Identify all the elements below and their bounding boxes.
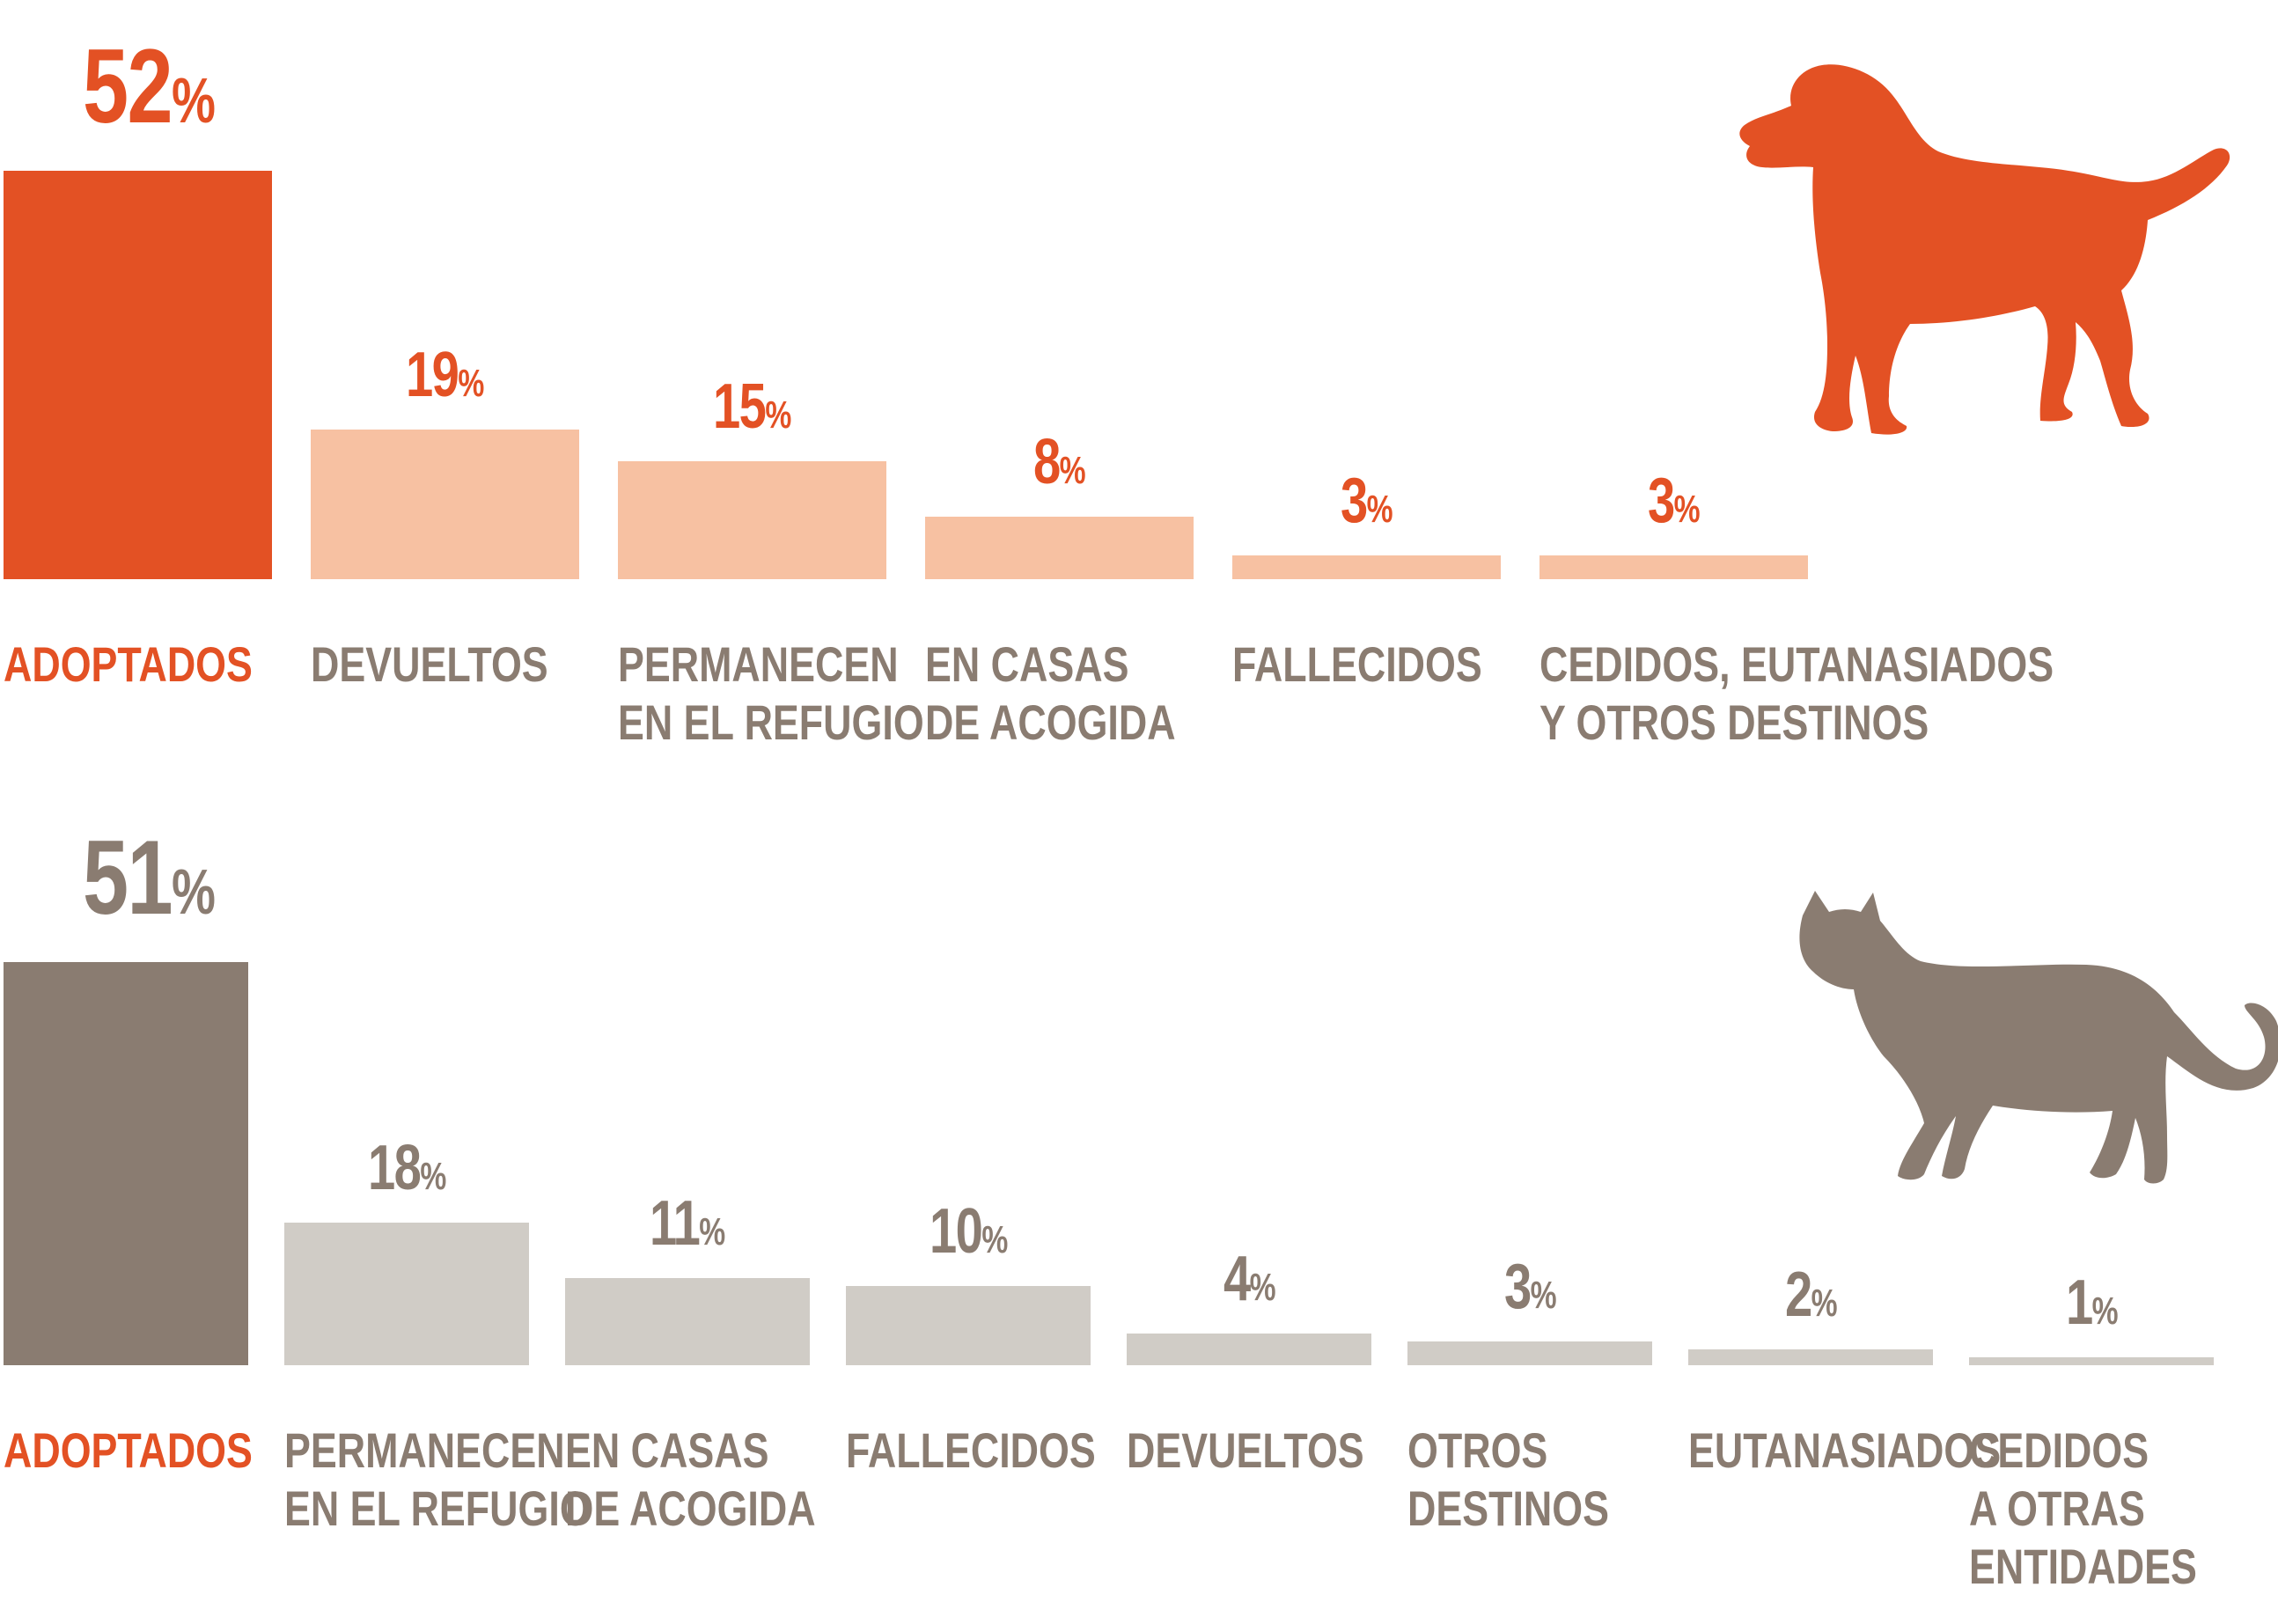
bar-dog-0 <box>4 171 272 579</box>
category-label-dog-1: DEVUELTOS <box>311 636 548 692</box>
value-unit: % <box>1366 489 1393 531</box>
value-label-cat-3: 10% <box>930 1200 1008 1272</box>
category-label-cat-7: CEDIDOS A OTRAS ENTIDADES <box>1969 1422 2197 1594</box>
value-number: 3 <box>1648 466 1675 536</box>
value-number: 52 <box>83 27 173 145</box>
bar-dog-1 <box>311 430 579 579</box>
value-unit: % <box>2091 1290 2118 1333</box>
value-label-cat-4: 4% <box>1223 1244 1276 1319</box>
cat-silhouette-icon <box>1799 891 2278 1184</box>
value-unit: % <box>699 1211 726 1253</box>
value-unit: % <box>171 857 216 928</box>
value-label-cat-1: 18% <box>368 1136 446 1209</box>
value-unit: % <box>981 1219 1008 1261</box>
value-unit: % <box>765 394 792 437</box>
category-label-cat-2: EN CASAS DE ACOGIDA <box>565 1422 816 1536</box>
value-number: 3 <box>1341 466 1368 536</box>
value-number: 3 <box>1503 1252 1532 1322</box>
category-label-cat-3: FALLECIDOS <box>846 1422 1096 1478</box>
value-label-cat-2: 11% <box>650 1192 726 1264</box>
value-label-cat-7: 1% <box>2065 1268 2119 1343</box>
dog-silhouette-icon <box>1739 64 2230 435</box>
value-number: 19 <box>406 340 459 410</box>
value-label-dog-3: 8% <box>1033 427 1086 503</box>
bar-cat-2 <box>565 1278 810 1365</box>
value-number: 10 <box>929 1196 983 1267</box>
bar-dog-5 <box>1539 555 1808 579</box>
value-unit: % <box>1249 1267 1275 1309</box>
value-number: 15 <box>713 371 767 442</box>
value-unit: % <box>171 66 216 136</box>
category-label-dog-5: CEDIDOS, EUTANASIADOS Y OTROS DESTINOS <box>1539 636 2054 750</box>
value-number: 11 <box>650 1188 701 1259</box>
bar-dog-2 <box>618 461 886 579</box>
value-unit: % <box>1673 489 1701 531</box>
value-label-cat-5: 3% <box>1503 1252 1557 1327</box>
category-label-cat-1: PERMANECEN EN EL REFUGIO <box>284 1422 591 1536</box>
bar-cat-5 <box>1407 1341 1652 1365</box>
bar-cat-4 <box>1127 1334 1371 1365</box>
value-number: 2 <box>1784 1260 1812 1330</box>
value-number: 1 <box>2065 1268 2093 1338</box>
category-label-cat-4: DEVUELTOS <box>1127 1422 1364 1478</box>
value-label-dog-5: 3% <box>1648 466 1701 541</box>
category-label-dog-2: PERMANECEN EN EL REFUGIO <box>618 636 924 750</box>
value-label-cat-6: 2% <box>1784 1260 1838 1335</box>
bar-cat-0 <box>4 962 248 1365</box>
bar-cat-6 <box>1688 1349 1933 1365</box>
value-label-dog-1: 19% <box>406 343 484 415</box>
value-label-cat-0: 51% <box>83 825 216 945</box>
category-label-cat-5: OTROS DESTINOS <box>1407 1422 1610 1536</box>
value-unit: % <box>420 1156 446 1198</box>
value-label-dog-0: 52% <box>83 33 216 154</box>
category-label-dog-0: ADOPTADOS <box>4 636 253 692</box>
bar-dog-4 <box>1232 555 1501 579</box>
value-number: 18 <box>367 1133 422 1203</box>
bar-dog-3 <box>925 517 1194 579</box>
bar-cat-1 <box>284 1223 529 1365</box>
bar-cat-7 <box>1969 1357 2214 1365</box>
value-number: 4 <box>1223 1244 1251 1314</box>
bar-cat-3 <box>846 1286 1091 1365</box>
category-label-dog-3: EN CASAS DE ACOGIDA <box>925 636 1176 750</box>
value-unit: % <box>1530 1275 1556 1317</box>
value-unit: % <box>458 363 485 405</box>
category-label-cat-6: EUTANASIADOS <box>1688 1422 2002 1478</box>
category-label-cat-0: ADOPTADOS <box>4 1422 253 1478</box>
value-unit: % <box>1059 450 1086 492</box>
value-label-dog-2: 15% <box>713 375 791 447</box>
value-label-dog-4: 3% <box>1341 469 1393 541</box>
category-label-dog-4: FALLECIDOS <box>1232 636 1482 692</box>
value-number: 8 <box>1033 427 1061 497</box>
dog-outcomes-chart: 52% ADOPTADOS 19% DEVUELTOS 15% PERMANECEN EN… <box>0 0 2278 792</box>
value-number: 51 <box>83 819 173 937</box>
value-unit: % <box>1811 1282 1837 1325</box>
